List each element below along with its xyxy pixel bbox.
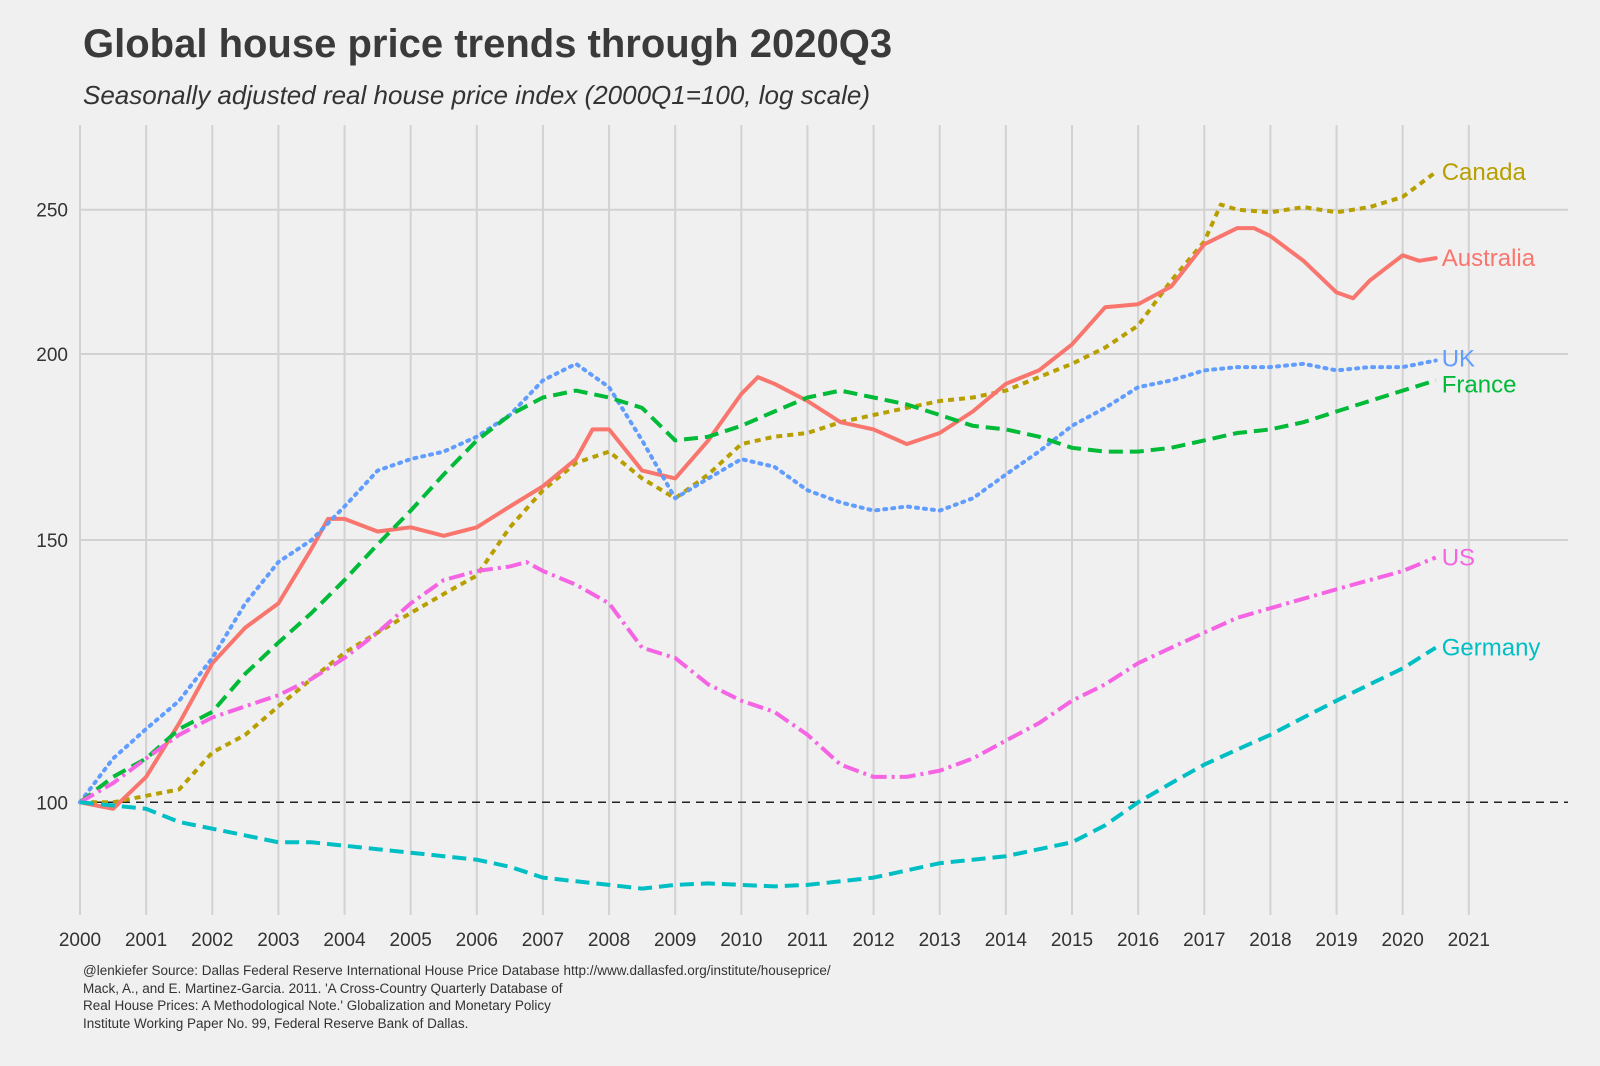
series-label-uk: UK	[1442, 346, 1475, 373]
x-tick-label: 2018	[1249, 930, 1291, 951]
series-label-canada: Canada	[1442, 159, 1527, 186]
axis-tick-labels: 2000 2001 2002 2003 2004 2005 2006 2007 2008 2009…	[36, 201, 1490, 951]
chart-subtitle: Seasonally adjusted real house price ind…	[83, 80, 871, 110]
x-tick-label: 2011	[787, 930, 828, 951]
x-tick-label: 2006	[456, 930, 498, 951]
x-tick-label: 2013	[919, 930, 961, 951]
x-tick-label: 2012	[852, 930, 894, 951]
x-tick-label: 2015	[1051, 930, 1093, 951]
x-tick-label: 2010	[720, 930, 762, 951]
x-tick-label: 2003	[257, 930, 299, 951]
series-layer	[78, 170, 1438, 891]
series-line-germany	[79, 646, 1437, 891]
caption-line: Institute Working Paper No. 99, Federal …	[83, 1015, 469, 1031]
x-tick-label: 2007	[522, 930, 564, 951]
series-line-australia	[78, 226, 1438, 811]
x-tick-label: 2008	[588, 930, 630, 951]
y-tick-label: 150	[36, 531, 68, 552]
x-tick-label: 2009	[654, 930, 696, 951]
y-tick-label: 100	[36, 793, 68, 814]
series-label-us: US	[1442, 545, 1475, 572]
chart-title: Global house price trends through 2020Q3	[83, 22, 893, 66]
caption-line: @lenkiefer Source: Dallas Federal Reserv…	[83, 963, 831, 978]
source-caption: @lenkiefer Source: Dallas Federal Reserv…	[83, 962, 831, 1032]
x-tick-label: 2000	[59, 930, 101, 951]
series-line-us	[78, 555, 1437, 805]
series-line-france	[78, 378, 1437, 804]
series-label-france: France	[1442, 371, 1517, 398]
series-line-canada	[80, 170, 1437, 805]
x-tick-label: 2021	[1448, 930, 1490, 951]
x-tick-label: 2002	[191, 930, 233, 951]
y-tick-label: 250	[36, 201, 68, 222]
x-tick-label: 2019	[1315, 930, 1357, 951]
caption-line: Real House Prices: A Methodological Note…	[83, 998, 551, 1013]
x-tick-label: 2020	[1382, 930, 1424, 951]
series-label-germany: Germany	[1442, 635, 1541, 662]
x-tick-label: 2004	[323, 930, 366, 951]
x-tick-label: 2016	[1117, 930, 1159, 951]
series-line-uk	[78, 358, 1438, 805]
series-label-australia: Australia	[1442, 245, 1536, 272]
x-tick-label: 2017	[1183, 930, 1225, 951]
grid-lines	[79, 125, 1568, 915]
x-tick-label: 2014	[985, 930, 1028, 951]
x-tick-label: 2005	[390, 930, 432, 951]
caption-line: Mack, A., and E. Martinez-Garcia. 2011. …	[83, 980, 563, 996]
y-tick-label: 200	[36, 345, 68, 366]
x-tick-label: 2001	[125, 930, 167, 951]
